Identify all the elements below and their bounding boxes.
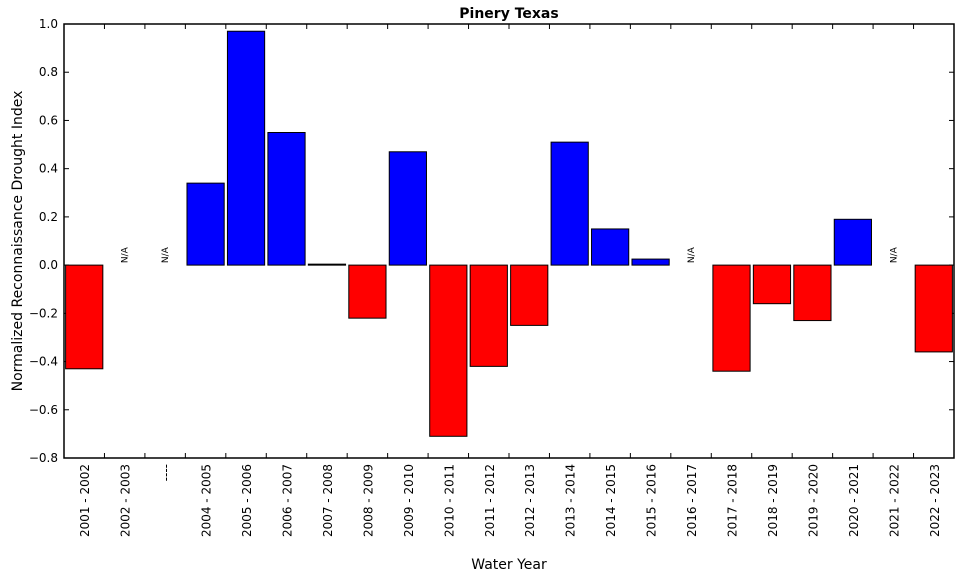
y-tick-label: −0.4 [29, 355, 58, 369]
bar-2015-2016 [631, 258, 670, 266]
bar-2010-2011 [429, 264, 468, 437]
na-label: N/A [161, 246, 171, 263]
na-label: N/A [121, 246, 131, 263]
y-tick-label: 0.8 [39, 65, 58, 79]
x-tick-label: 2004 - 2005 [200, 464, 214, 537]
bar-2009-2010 [388, 151, 427, 266]
x-tick-label: 2016 - 2017 [685, 464, 699, 537]
bar-2007-2008 [307, 263, 347, 266]
bar-2006-2007 [267, 132, 306, 266]
x-tick-label: 2006 - 2007 [281, 464, 295, 537]
y-tick-label: −0.6 [29, 403, 58, 417]
bar-2005-2006 [226, 30, 266, 266]
bar-2020-2021 [833, 218, 872, 266]
bar-2014-2015 [591, 228, 630, 266]
bar-2008-2009 [348, 264, 387, 319]
bar-2011-2012 [469, 264, 508, 367]
x-tick-label: 2010 - 2011 [442, 464, 456, 537]
y-tick-label: 0.4 [39, 162, 58, 176]
x-axis-label: Water Year [471, 557, 547, 573]
x-tick-label: 2008 - 2009 [361, 464, 375, 537]
y-axis-label: Normalized Reconnaissance Drought Index [10, 91, 26, 392]
y-tick-label: 0.2 [39, 210, 58, 224]
x-tick-label: 2002 - 2003 [119, 464, 133, 537]
bar-2001-2002 [65, 264, 104, 370]
x-tick-label: 2012 - 2013 [523, 464, 537, 537]
bar-2017-2018 [712, 264, 751, 372]
x-tick-label: 2020 - 2021 [847, 464, 861, 537]
bar-2018-2019 [752, 264, 792, 305]
x-tick-label: 2009 - 2010 [402, 464, 416, 537]
bar-2022-2023 [914, 264, 953, 353]
x-tick-label: 2005 - 2006 [240, 464, 254, 537]
bar-2004-2005 [186, 182, 225, 266]
bar-2012-2013 [510, 264, 549, 326]
x-tick-label: 2007 - 2008 [321, 464, 335, 537]
x-tick-label: 2018 - 2019 [766, 464, 780, 537]
x-tick-label: 2011 - 2012 [483, 464, 497, 537]
x-tick-label: 2013 - 2014 [564, 464, 578, 537]
y-tick-label: 1.0 [39, 17, 58, 31]
x-tick-label: 2021 - 2022 [887, 464, 901, 537]
x-tick-label: 2001 - 2002 [78, 464, 92, 537]
x-tick-label: 2019 - 2020 [806, 464, 820, 537]
y-tick-label: 0.0 [39, 258, 58, 272]
x-tick-label: 2014 - 2015 [604, 464, 618, 537]
y-tick-label: −0.8 [29, 451, 58, 465]
chart-title: Pinery Texas [459, 6, 558, 22]
x-tick-label: ---- [159, 464, 173, 481]
x-tick-label: 2015 - 2016 [645, 464, 659, 537]
y-tick-label: 0.6 [39, 113, 58, 127]
x-tick-label: 2017 - 2018 [726, 464, 740, 537]
bar-2013-2014 [550, 141, 589, 266]
na-label: N/A [687, 246, 697, 263]
plot-frame [63, 23, 955, 459]
y-tick-label: −0.2 [29, 306, 58, 320]
na-label: N/A [889, 246, 899, 263]
bar-2019-2020 [793, 264, 832, 322]
x-tick-label: 2022 - 2023 [928, 464, 942, 537]
